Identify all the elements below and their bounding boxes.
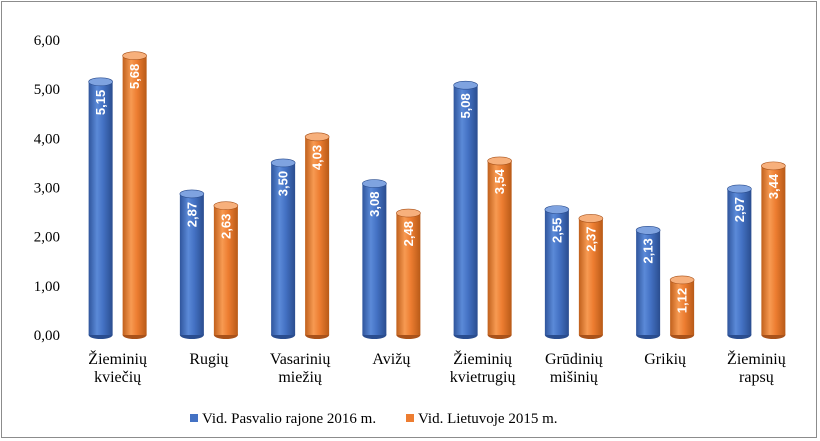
category-label: Grikių [644, 351, 687, 368]
bar [670, 279, 695, 335]
bar [362, 183, 387, 335]
category-label: Vasarinių [270, 351, 331, 368]
bar-top [88, 77, 113, 87]
category-label: Žieminių [727, 349, 787, 368]
bar [305, 136, 330, 335]
category-label: Rugių [189, 351, 229, 368]
bar-top [396, 208, 421, 218]
bar [636, 230, 661, 335]
data-label: 4,03 [310, 145, 325, 170]
data-label: 3,50 [276, 171, 291, 196]
bar-top [635, 225, 661, 235]
category-label: kvietrugių [450, 369, 517, 386]
bar-top [362, 179, 387, 188]
category-label: rapsų [739, 369, 775, 386]
bar [453, 85, 478, 335]
data-label: 3,08 [367, 192, 382, 217]
data-label: 5,15 [93, 90, 108, 115]
category-label: miežių [278, 369, 323, 386]
data-label: 2,13 [641, 238, 656, 263]
bar [396, 213, 421, 335]
legend-swatch [190, 414, 198, 422]
y-tick-label: 2,00 [34, 230, 60, 246]
bar [727, 188, 752, 335]
data-label: 1,12 [675, 288, 690, 313]
category-label: Žieminių [453, 349, 513, 368]
bar [271, 162, 296, 335]
y-tick-label: 3,00 [34, 181, 60, 197]
bar-top [213, 201, 239, 210]
bar [179, 193, 204, 335]
data-label: 5,08 [458, 93, 473, 118]
data-label: 3,44 [766, 173, 781, 199]
y-tick-label: 0,00 [34, 328, 60, 344]
bar [88, 81, 113, 336]
bar-top [304, 132, 330, 142]
legend-label: Vid. Lietuvoje 2015 m. [418, 411, 558, 427]
category-label: mišinių [550, 369, 599, 386]
bar-top [453, 80, 478, 90]
legend-swatch [406, 414, 414, 422]
y-tick-label: 1,00 [34, 279, 60, 295]
bar-top [270, 158, 296, 168]
bar-top [578, 214, 604, 223]
data-label: 2,87 [184, 202, 199, 227]
bar [578, 218, 603, 335]
bar [213, 205, 238, 335]
y-tick-label: 6,00 [34, 33, 60, 49]
bar-top [544, 205, 570, 214]
category-label: Grūdinių [545, 351, 604, 368]
category-label: Avižų [372, 351, 411, 368]
bar [761, 165, 786, 335]
bar-top [487, 156, 512, 166]
data-label: 3,54 [492, 168, 507, 194]
bar [544, 209, 569, 335]
data-label: 2,55 [549, 218, 564, 243]
bar-top [727, 184, 752, 194]
y-tick-label: 4,00 [34, 131, 60, 147]
bar [487, 160, 512, 335]
data-label: 2,37 [583, 226, 598, 251]
data-label: 2,63 [218, 214, 233, 239]
legend-label: Vid. Pasvalio rajone 2016 m. [202, 411, 376, 427]
y-tick-label: 5,00 [34, 82, 60, 98]
data-label: 2,97 [732, 197, 747, 222]
bar-top [179, 189, 205, 199]
bar-top [669, 275, 695, 285]
data-label: 5,68 [127, 64, 142, 89]
data-label: 2,48 [401, 221, 416, 246]
category-label: kviečių [94, 369, 142, 386]
category-label: Žieminių [88, 349, 148, 368]
bar-top [122, 51, 147, 61]
bar [122, 55, 147, 335]
bar-top [761, 161, 786, 171]
